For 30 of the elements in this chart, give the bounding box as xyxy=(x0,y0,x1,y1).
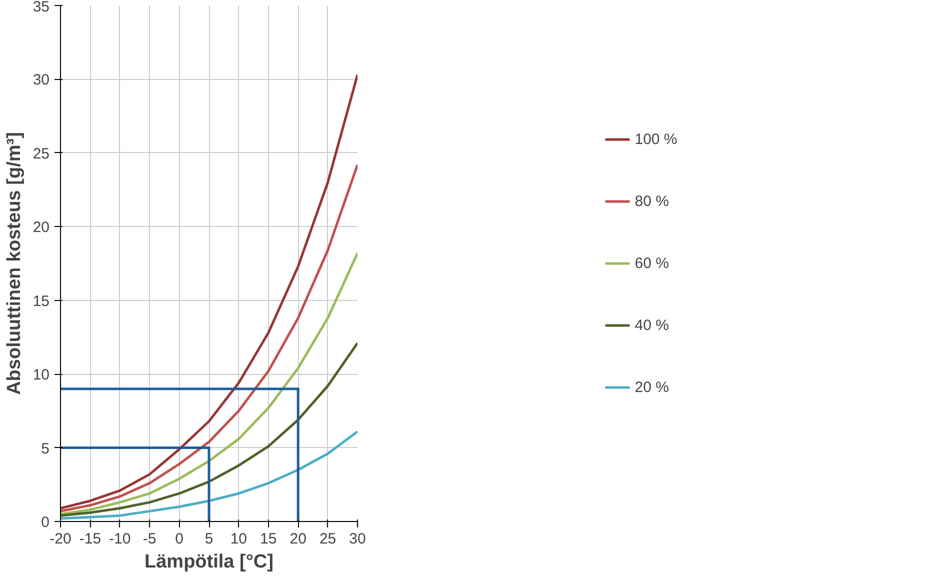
y-tick-label: 25 xyxy=(32,145,50,162)
y-axis-title: Absoluuttinen kosteus [g/m³] xyxy=(4,132,25,395)
y-tick-label: 15 xyxy=(32,292,50,310)
x-tick-label: -20 xyxy=(50,530,72,548)
x-tick-label: 15 xyxy=(260,530,277,548)
y-tick-label: 30 xyxy=(32,72,50,89)
x-tick-label: 0 xyxy=(175,530,184,548)
line-series xyxy=(60,252,358,516)
legend-label: 80 % xyxy=(634,192,669,210)
legend-label: 40 % xyxy=(634,316,669,334)
x-tick-label: 5 xyxy=(204,530,214,548)
y-tick-label: 0 xyxy=(41,514,50,531)
x-axis-title: Lämpötila [°C] xyxy=(144,552,274,572)
legend-label: 100 % xyxy=(634,130,678,148)
line-series xyxy=(60,74,358,510)
x-tick-label: -15 xyxy=(79,530,102,548)
y-tick-label: 20 xyxy=(32,219,50,236)
legend-label: 60 % xyxy=(634,254,669,272)
line-series xyxy=(60,163,358,512)
line-series xyxy=(60,342,358,517)
y-tick-label: 10 xyxy=(32,366,50,384)
x-tick-label: -5 xyxy=(142,530,156,548)
y-tick-label: 35 xyxy=(32,0,50,16)
x-tick-label: -10 xyxy=(109,530,131,548)
x-tick-label: 30 xyxy=(349,530,366,548)
legend-label: 20 % xyxy=(634,378,669,396)
x-tick-label: 10 xyxy=(230,530,248,548)
y-tick-label: 5 xyxy=(41,440,50,458)
x-tick-label: 20 xyxy=(290,530,306,548)
x-tick-label: 25 xyxy=(319,530,336,548)
